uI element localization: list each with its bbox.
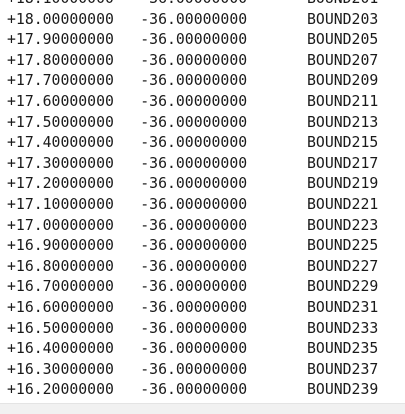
list-item: +16.50000000 -36.00000000 BOUND233 — [0, 319, 405, 340]
waypoint-name: BOUND221 — [307, 195, 379, 213]
list-item: +16.60000000 -36.00000000 BOUND231 — [0, 298, 405, 319]
list-item: +18.10000000 -36.00000000 BOUND201 — [0, 0, 405, 10]
longitude-value: -36.00000000 — [140, 360, 248, 378]
latitude-value: +17.40000000 — [7, 134, 114, 152]
longitude-value: -36.00000000 — [140, 298, 248, 316]
longitude-value: -36.00000000 — [140, 257, 248, 275]
longitude-value: -36.00000000 — [140, 113, 248, 131]
longitude-value: -36.00000000 — [140, 10, 248, 28]
waypoint-name: BOUND207 — [307, 51, 379, 69]
longitude-value: -36.00000000 — [140, 51, 248, 69]
waypoint-name: BOUND237 — [307, 360, 379, 378]
waypoint-name: BOUND211 — [307, 92, 379, 110]
latitude-value: +17.30000000 — [7, 154, 114, 172]
list-item: +16.30000000 -36.00000000 BOUND237 — [0, 360, 405, 381]
waypoint-name: BOUND201 — [297, 0, 405, 10]
list-item: +17.90000000 -36.00000000 BOUND205 — [0, 30, 405, 51]
latitude-value: +17.10000000 — [7, 195, 114, 213]
horizontal-scrollbar[interactable] — [0, 403, 405, 414]
latitude-value: +16.40000000 — [7, 340, 114, 358]
list-item: +16.40000000 -36.00000000 BOUND235 — [0, 339, 405, 360]
list-item: +16.20000000 -36.00000000 BOUND239 — [0, 380, 405, 401]
latitude-value: +17.80000000 — [7, 51, 114, 69]
list-item: +17.60000000 -36.00000000 BOUND211 — [0, 92, 405, 113]
waypoint-name: BOUND239 — [307, 381, 379, 399]
list-item: +16.70000000 -36.00000000 BOUND229 — [0, 277, 405, 298]
latitude-value: +16.90000000 — [7, 237, 114, 255]
list-item: +17.30000000 -36.00000000 BOUND217 — [0, 154, 405, 175]
latitude-value: +16.30000000 — [7, 360, 114, 378]
longitude-value: -36.00000000 — [140, 237, 248, 255]
latitude-value: +17.50000000 — [7, 113, 114, 131]
latitude-value: +17.90000000 — [7, 31, 114, 49]
waypoint-name: BOUND217 — [307, 154, 379, 172]
waypoint-name: BOUND215 — [307, 134, 379, 152]
latitude-value: +17.00000000 — [7, 216, 114, 234]
waypoint-name: BOUND219 — [307, 175, 379, 193]
longitude-value: -36.00000000 — [140, 319, 248, 337]
latitude-value: +17.60000000 — [7, 92, 114, 110]
longitude-value: -36.00000000 — [140, 134, 248, 152]
latitude-value: +18.10000000 — [0, 0, 140, 10]
list-item: +17.20000000 -36.00000000 BOUND219 — [0, 174, 405, 195]
latitude-value: +16.60000000 — [7, 298, 114, 316]
list-item: +17.10000000 -36.00000000 BOUND221 — [0, 195, 405, 216]
list-item: +17.80000000 -36.00000000 BOUND207 — [0, 51, 405, 72]
list-item: +17.50000000 -36.00000000 BOUND213 — [0, 113, 405, 134]
longitude-value: -36.00000000 — [140, 195, 248, 213]
longitude-value: -36.00000000 — [140, 154, 248, 172]
latitude-value: +17.70000000 — [7, 72, 114, 90]
latitude-value: +18.00000000 — [7, 10, 114, 28]
longitude-value: -36.00000000 — [140, 72, 248, 90]
longitude-value: -36.00000000 — [140, 381, 248, 399]
latitude-value: +17.20000000 — [7, 175, 114, 193]
waypoint-name: BOUND223 — [307, 216, 379, 234]
longitude-value: -36.00000000 — [140, 0, 297, 10]
list-item: +17.70000000 -36.00000000 BOUND209 — [0, 71, 405, 92]
list-item: +17.40000000 -36.00000000 BOUND215 — [0, 133, 405, 154]
latitude-value: +16.20000000 — [7, 381, 114, 399]
waypoint-name: BOUND235 — [307, 340, 379, 358]
list-item: +16.80000000 -36.00000000 BOUND227 — [0, 257, 405, 278]
longitude-value: -36.00000000 — [140, 92, 248, 110]
waypoint-name: BOUND209 — [307, 72, 379, 90]
waypoint-name: BOUND227 — [307, 257, 379, 275]
coordinate-list[interactable]: +18.10000000 -36.00000000 BOUND201 +18.0… — [0, 0, 405, 401]
longitude-value: -36.00000000 — [140, 340, 248, 358]
latitude-value: +16.50000000 — [7, 319, 114, 337]
list-item: +17.00000000 -36.00000000 BOUND223 — [0, 216, 405, 237]
list-item: +16.90000000 -36.00000000 BOUND225 — [0, 236, 405, 257]
list-item: +18.00000000 -36.00000000 BOUND203 — [0, 10, 405, 31]
waypoint-name: BOUND203 — [307, 10, 379, 28]
longitude-value: -36.00000000 — [140, 31, 248, 49]
waypoint-name: BOUND233 — [307, 319, 379, 337]
waypoint-name: BOUND231 — [307, 298, 379, 316]
waypoint-name: BOUND225 — [307, 237, 379, 255]
waypoint-name: BOUND205 — [307, 31, 379, 49]
latitude-value: +16.80000000 — [7, 257, 114, 275]
longitude-value: -36.00000000 — [140, 175, 248, 193]
latitude-value: +16.70000000 — [7, 278, 114, 296]
longitude-value: -36.00000000 — [140, 278, 248, 296]
waypoint-name: BOUND213 — [307, 113, 379, 131]
longitude-value: -36.00000000 — [140, 216, 248, 234]
waypoint-name: BOUND229 — [307, 278, 379, 296]
